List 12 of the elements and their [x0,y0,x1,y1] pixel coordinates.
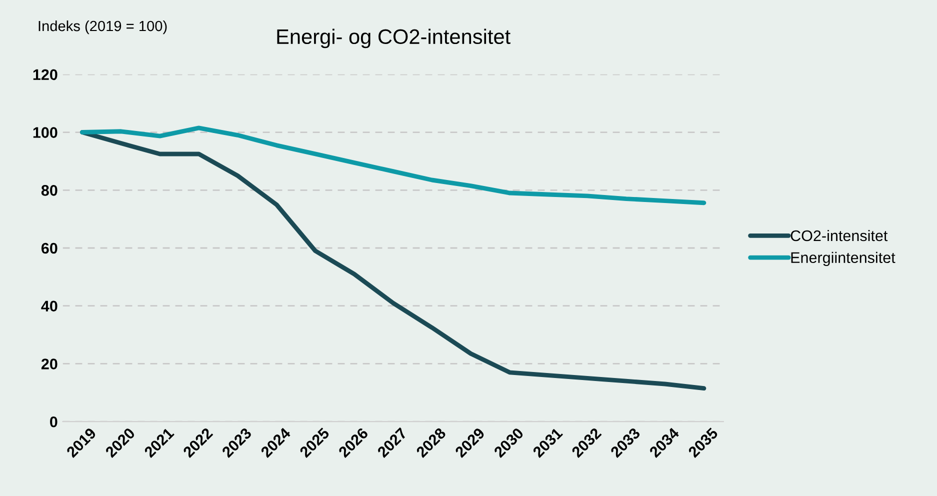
legend-label: Energiintensitet [791,252,896,266]
y-tick-label: 40 [41,300,58,312]
legend-label: CO2-intensitet [790,230,888,242]
line-series [80,126,706,206]
y-tick-label: 20 [41,358,58,370]
y-axis-title: Indeks (2019 = 100) [38,20,167,34]
y-tick-label: 120 [33,69,58,80]
y-tick-label: 0 [50,416,58,428]
y-tick-label: 80 [41,185,58,196]
y-tick-label: 100 [33,127,58,138]
chart-title: Energi- og CO2-intensitet [277,28,510,48]
y-tick-label: 60 [41,242,58,254]
